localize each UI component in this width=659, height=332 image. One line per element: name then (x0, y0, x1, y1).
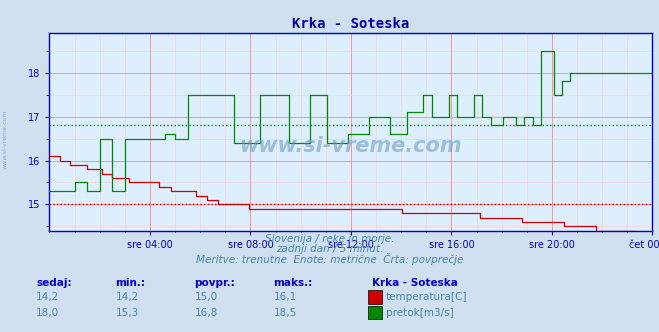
Text: maks.:: maks.: (273, 278, 313, 288)
Text: povpr.:: povpr.: (194, 278, 235, 288)
Text: Krka - Soteska: Krka - Soteska (372, 278, 458, 288)
Text: 16,8: 16,8 (194, 308, 217, 318)
Text: 18,0: 18,0 (36, 308, 59, 318)
Text: 15,0: 15,0 (194, 292, 217, 302)
Text: 14,2: 14,2 (115, 292, 138, 302)
Text: temperatura[C]: temperatura[C] (386, 292, 467, 302)
Text: www.si-vreme.com: www.si-vreme.com (3, 110, 8, 169)
Text: 18,5: 18,5 (273, 308, 297, 318)
Text: 15,3: 15,3 (115, 308, 138, 318)
Title: Krka - Soteska: Krka - Soteska (293, 17, 409, 31)
Text: Slovenija / reke in morje.: Slovenija / reke in morje. (265, 234, 394, 244)
Text: www.si-vreme.com: www.si-vreme.com (240, 136, 462, 156)
Text: zadnji dan / 5 minut.: zadnji dan / 5 minut. (276, 244, 383, 254)
Text: 16,1: 16,1 (273, 292, 297, 302)
Text: pretok[m3/s]: pretok[m3/s] (386, 308, 453, 318)
Text: 14,2: 14,2 (36, 292, 59, 302)
Text: sedaj:: sedaj: (36, 278, 72, 288)
Text: min.:: min.: (115, 278, 146, 288)
Text: Meritve: trenutne  Enote: metrične  Črta: povprečje: Meritve: trenutne Enote: metrične Črta: … (196, 253, 463, 265)
